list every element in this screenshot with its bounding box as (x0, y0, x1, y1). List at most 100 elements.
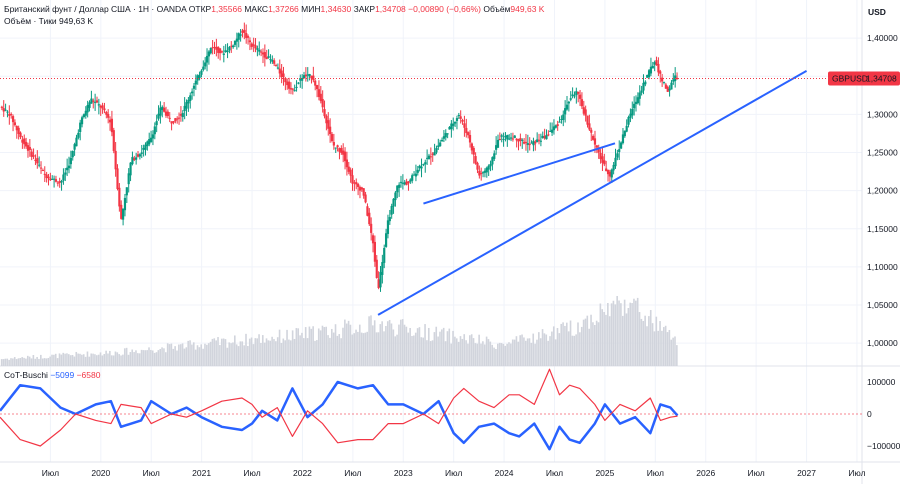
volume-bar (381, 321, 383, 366)
candle-body (308, 74, 311, 77)
candle-body (183, 105, 186, 112)
candle-body (675, 77, 679, 80)
candle-body (661, 77, 664, 82)
candle-body (603, 160, 606, 165)
time-tick-label: 2023 (394, 468, 413, 478)
volume-bar (409, 327, 411, 366)
candle-body (437, 145, 440, 148)
candle-body (202, 66, 205, 70)
candle-body (489, 164, 492, 167)
candle-body (625, 125, 628, 132)
volume-bar (118, 354, 120, 366)
candle-body (424, 162, 427, 165)
volume-bar (321, 325, 324, 366)
candle-body (342, 150, 345, 155)
candle-body (69, 157, 72, 165)
candle-body (99, 105, 102, 108)
candle-body (330, 134, 334, 142)
low-value: 1,34630 (320, 4, 352, 14)
volume-bar (116, 352, 119, 366)
volume-bar (664, 325, 667, 366)
candle-body (569, 98, 572, 100)
candle-body (592, 135, 595, 140)
candle-body (580, 99, 584, 107)
candle-body (345, 159, 349, 168)
volume-bar (461, 338, 464, 366)
volume-bar (433, 332, 436, 366)
candle-body (498, 139, 501, 141)
low-label: МИН (301, 4, 321, 14)
volume-bar (631, 303, 633, 366)
volume-bar (103, 354, 106, 366)
candle-body (595, 145, 598, 148)
volume-bar (142, 350, 145, 366)
volume-bar (566, 322, 568, 366)
volume-bar (189, 340, 191, 366)
volume-bar (94, 354, 96, 366)
candle-body (121, 208, 125, 220)
candle-body (368, 212, 371, 225)
volume-bar (646, 326, 648, 366)
candle-body (543, 136, 546, 139)
time-tick-label: 2025 (595, 468, 614, 478)
candle-body (258, 49, 261, 52)
candle-body (163, 107, 166, 112)
candle-body (384, 233, 388, 247)
candle-body (144, 144, 147, 150)
volume-bar (383, 331, 385, 366)
volume-bar (607, 302, 609, 366)
volume-bar (567, 331, 570, 366)
candle-body (39, 167, 43, 169)
volume-bar (278, 329, 281, 366)
volume-bar (651, 323, 654, 366)
candle-body (278, 68, 281, 74)
candle-body (340, 147, 343, 153)
candle-body (84, 110, 87, 116)
volume-bar (220, 338, 223, 366)
volume-bar (204, 343, 206, 366)
volume-bar (79, 353, 81, 366)
price-tick-label: 1,00000 (867, 338, 898, 348)
volume-bar (575, 334, 577, 366)
volume-bar (254, 338, 257, 366)
candle-body (593, 138, 597, 145)
candle-body (79, 122, 82, 132)
candle-body (38, 164, 41, 166)
candle-body (58, 181, 61, 183)
volume-bar (6, 358, 9, 366)
volume-bar (263, 342, 266, 366)
candle-body (200, 70, 203, 75)
candle-body (651, 65, 654, 69)
candle-body (155, 121, 158, 126)
candle-body (248, 40, 252, 43)
volume-bar (125, 347, 128, 366)
candle-body (75, 137, 78, 147)
candle-body (526, 143, 529, 145)
candle-body (211, 47, 214, 49)
candle-body (30, 151, 33, 157)
candle-body (325, 115, 328, 124)
candle-body (433, 152, 436, 156)
candle-body (657, 63, 660, 73)
volume-bar (90, 353, 92, 366)
time-tick-label: Июл (143, 468, 160, 478)
candle-body (504, 135, 507, 138)
volume-bar (179, 344, 182, 366)
candle-body (174, 118, 177, 122)
volume-bar (429, 341, 432, 366)
candle-body (34, 159, 37, 161)
candle-body (207, 51, 210, 57)
candle-body (334, 147, 337, 149)
volume-bar (234, 335, 236, 366)
volume-bar (452, 330, 454, 366)
volume-bar (506, 343, 508, 366)
volume-bar (69, 355, 72, 366)
volume-bar (68, 354, 70, 366)
volume-bar (586, 315, 589, 366)
volume-bar (616, 296, 618, 366)
cot-value-blue: −5099 (50, 370, 75, 380)
volume-bar (36, 356, 38, 366)
volume-bar (480, 343, 482, 366)
candle-body (599, 152, 602, 160)
